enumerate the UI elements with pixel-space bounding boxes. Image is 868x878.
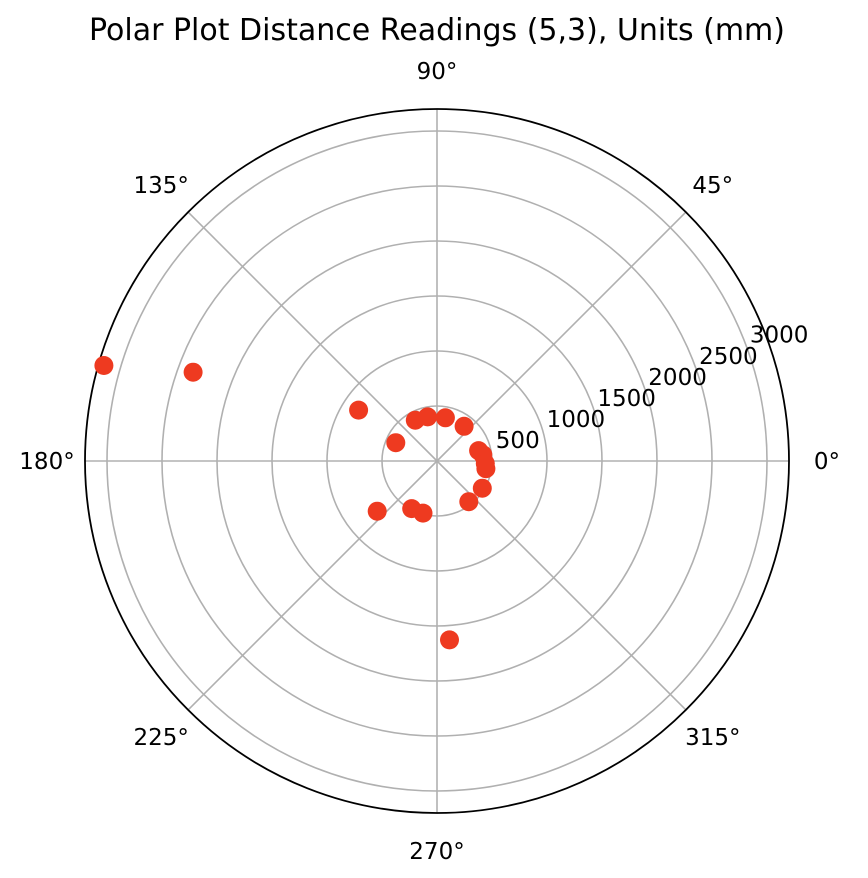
data-point [94,356,113,375]
data-point [402,499,421,518]
data-point [368,502,387,521]
polar-grid [85,109,789,813]
angle-tick-label: 225° [133,725,188,751]
radial-tick-label: 2000 [648,365,707,391]
angle-tick-label: 180° [19,449,74,475]
angle-tick-label: 90° [417,59,458,85]
radial-tick-label: 2500 [699,344,758,370]
radial-tick-label: 500 [496,428,540,454]
data-point [436,408,455,427]
chart-title: Polar Plot Distance Readings (5,3), Unit… [89,13,785,48]
radial-tick-label: 1000 [547,407,606,433]
data-point [418,407,437,426]
angle-tick-label: 0° [814,449,840,475]
data-points [94,356,495,649]
tick-labels: 0°45°90°135°180°225°270°315°500100015002… [19,59,840,865]
radial-tick-label: 1500 [597,386,656,412]
angular-gridline-225 [188,461,437,710]
data-point [455,417,474,436]
data-point [440,630,459,649]
data-point [476,454,495,473]
data-point [386,433,405,452]
angle-tick-label: 270° [409,839,464,865]
angle-tick-label: 135° [133,173,188,199]
data-point [184,363,203,382]
data-point [459,492,478,511]
data-point [473,479,492,498]
data-point [349,401,368,420]
angular-gridline-135 [188,212,437,461]
angle-tick-label: 315° [685,725,740,751]
angle-tick-label: 45° [692,173,733,199]
radial-tick-label: 3000 [750,323,809,349]
